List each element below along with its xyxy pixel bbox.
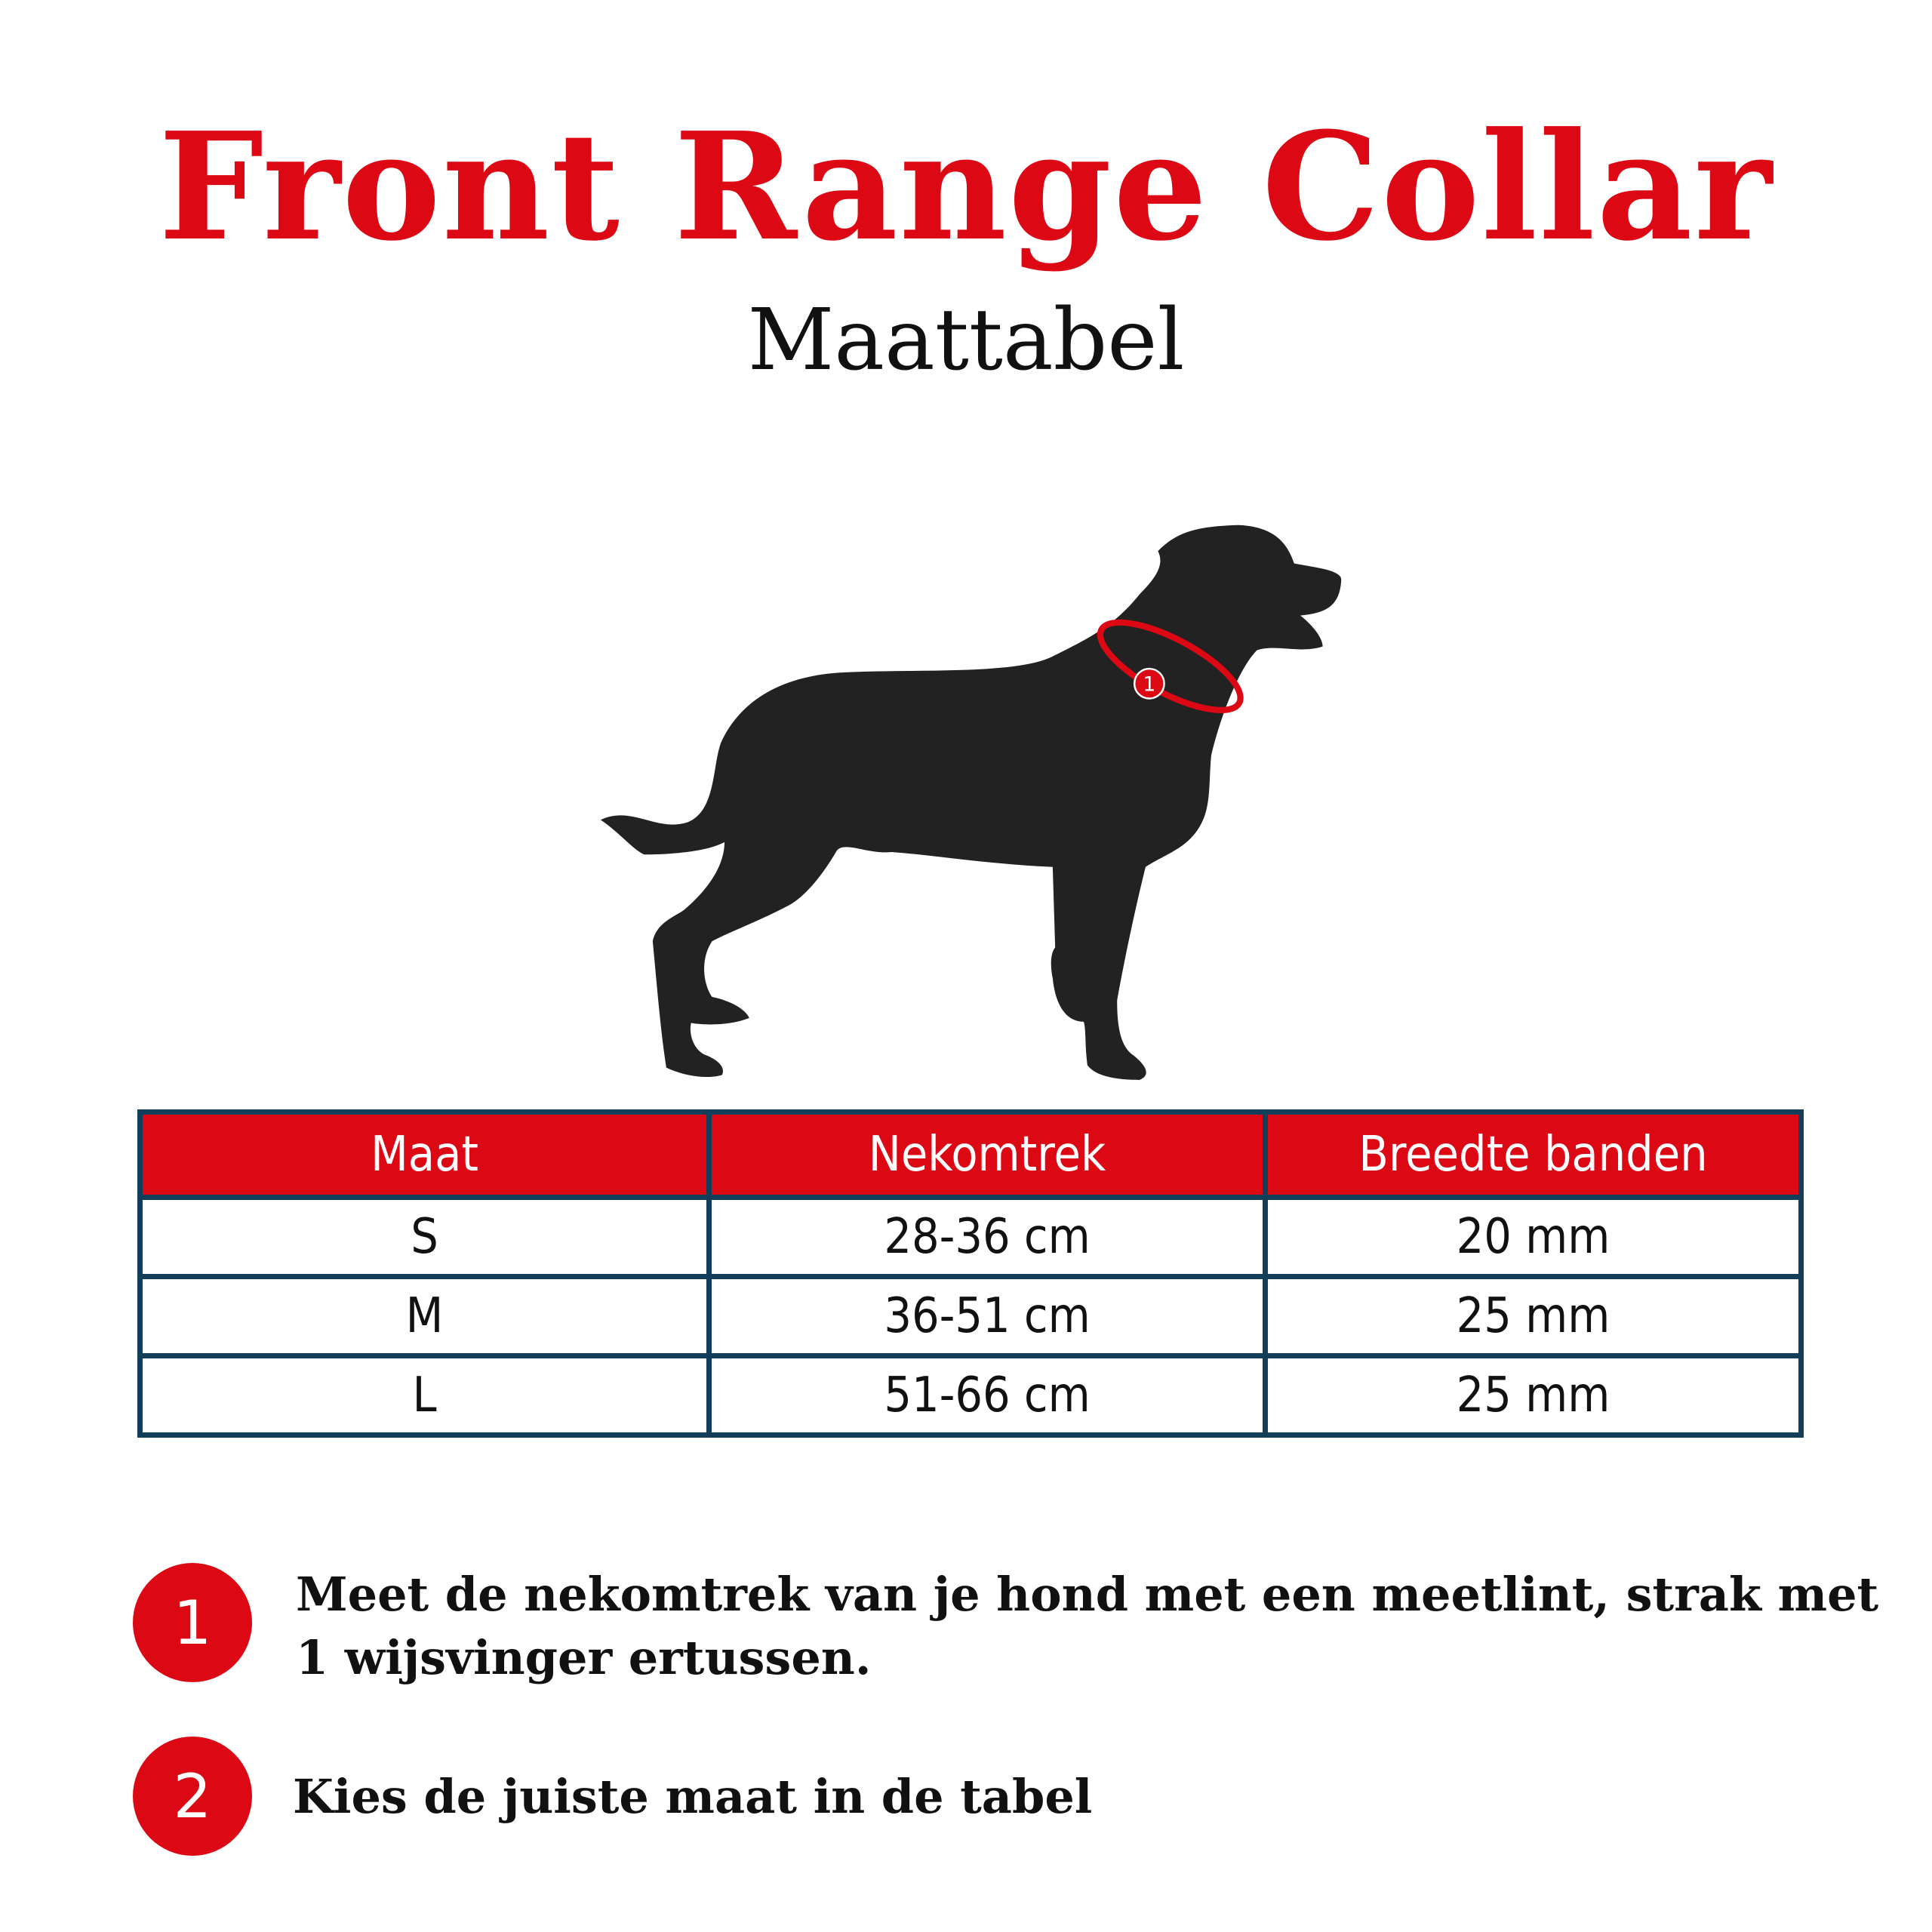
- cell-size: S: [137, 1195, 712, 1279]
- step-text: Meet de nekomtrek van je hond met een me…: [296, 1567, 1879, 1685]
- table-row: S 28-36 cm 20 mm: [137, 1195, 1804, 1279]
- cell-width: 25 mm: [1263, 1353, 1804, 1438]
- cell-neck: 28-36 cm: [706, 1195, 1268, 1279]
- step-number-badge: 1: [133, 1563, 252, 1682]
- collar-marker: [1133, 667, 1165, 700]
- table-row: M 36-51 cm 25 mm: [137, 1274, 1804, 1358]
- step-1: 1 Meet de nekomtrek van je hond met een …: [133, 1563, 1878, 1685]
- header-breedte: Breedte banden: [1263, 1109, 1804, 1200]
- step-text: Kies de juiste maat in de tabel: [293, 1769, 1093, 1824]
- page-subtitle: Maattabel: [747, 291, 1185, 389]
- table-row: L 51-66 cm 25 mm: [137, 1353, 1804, 1438]
- step-2: 2 Kies de juiste maat in de tabel: [133, 1737, 1092, 1856]
- collar-marker-number: 1: [1143, 674, 1156, 697]
- page-title: Front Range Collar: [158, 100, 1774, 274]
- cell-size: L: [137, 1353, 712, 1438]
- cell-neck: 36-51 cm: [706, 1274, 1268, 1358]
- header-maat: Maat: [137, 1109, 712, 1200]
- cell-width: 25 mm: [1263, 1274, 1804, 1358]
- size-table: Maat Nekomtrek Breedte banden S 28-36 cm 2…: [137, 1109, 1804, 1438]
- cell-neck: 51-66 cm: [706, 1353, 1268, 1438]
- header-nekomtrek: Nekomtrek: [706, 1109, 1268, 1200]
- cell-width: 20 mm: [1263, 1195, 1804, 1279]
- table-header-row: Maat Nekomtrek Breedte banden: [137, 1109, 1804, 1200]
- step-number-badge: 2: [133, 1737, 252, 1856]
- dog-silhouette: [600, 525, 1342, 1080]
- cell-size: M: [137, 1274, 712, 1358]
